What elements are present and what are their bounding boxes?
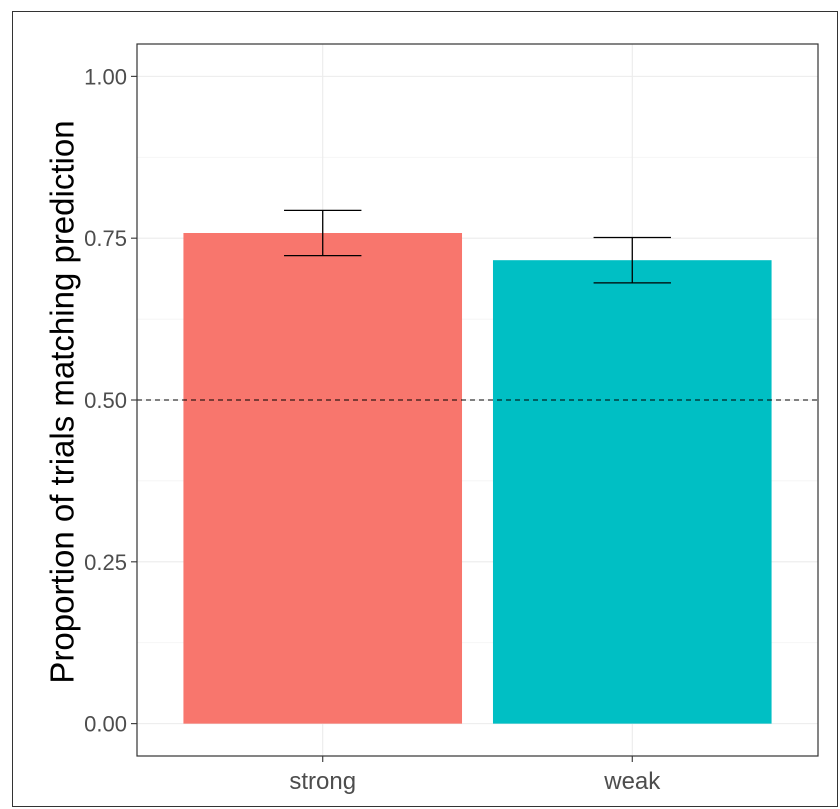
- x-tick-label: weak: [603, 768, 661, 795]
- error-bar-strong: [284, 209, 362, 257]
- y-axis: 0.00 0.25 0.50 0.75 1.00: [84, 64, 137, 737]
- y-tick-label: 0.25: [84, 550, 127, 575]
- error-bar-weak: [593, 236, 671, 284]
- y-tick-label: 0.00: [84, 712, 127, 737]
- y-tick-label: 1.00: [84, 64, 127, 89]
- y-tick-label: 0.75: [84, 226, 127, 251]
- error-bars: [284, 209, 671, 284]
- y-tick-label: 0.50: [84, 388, 127, 413]
- x-axis: strong weak: [289, 756, 661, 795]
- x-tick-label: strong: [289, 768, 356, 795]
- bar-weak: [492, 260, 772, 724]
- figure-frame: [12, 11, 838, 807]
- bars: [183, 233, 772, 724]
- bar-strong: [183, 233, 463, 724]
- y-axis-title: Proportion of trials matching prediction: [44, 120, 81, 683]
